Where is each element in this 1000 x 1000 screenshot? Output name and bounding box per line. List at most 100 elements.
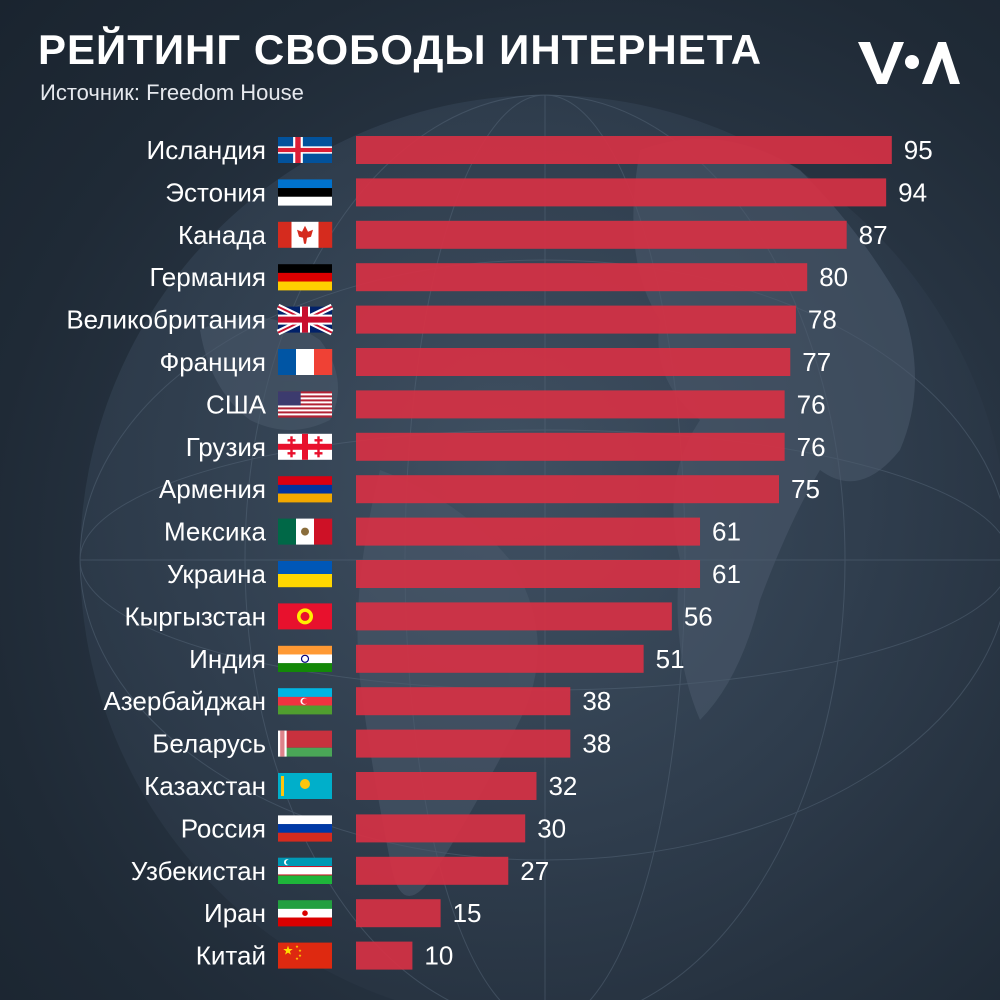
bar bbox=[356, 772, 537, 800]
iran-flag-icon bbox=[278, 900, 332, 927]
value-label: 38 bbox=[582, 686, 611, 716]
value-label: 94 bbox=[898, 177, 927, 207]
bar-row: Франция 77 bbox=[159, 347, 831, 377]
value-label: 76 bbox=[797, 432, 826, 462]
value-label: 75 bbox=[791, 474, 820, 504]
value-label: 78 bbox=[808, 305, 837, 335]
country-label: Иран bbox=[204, 898, 266, 928]
value-label: 15 bbox=[453, 898, 482, 928]
value-label: 61 bbox=[712, 517, 741, 547]
country-label: Азербайджан bbox=[103, 686, 266, 716]
voa-logo bbox=[858, 42, 960, 84]
bar-row: Украина 61 bbox=[167, 559, 741, 589]
india-flag-icon bbox=[278, 645, 332, 672]
country-label: Китай bbox=[196, 941, 266, 971]
azerbaijan-flag-icon bbox=[278, 688, 332, 715]
country-label: Россия bbox=[181, 813, 266, 843]
value-label: 32 bbox=[548, 771, 577, 801]
bar bbox=[356, 517, 701, 546]
bar-row: Германия 80 bbox=[149, 262, 848, 292]
country-label: Канада bbox=[178, 220, 267, 250]
country-label: Кыргызстан bbox=[124, 601, 266, 631]
bar-row: Великобритания 78 bbox=[66, 303, 837, 336]
bar bbox=[356, 602, 672, 631]
country-label: Грузия bbox=[186, 432, 266, 462]
kyrgyzstan-flag-icon bbox=[278, 603, 332, 630]
uk-flag-icon bbox=[276, 303, 334, 336]
country-label: Великобритания bbox=[66, 305, 266, 335]
value-label: 56 bbox=[684, 601, 713, 631]
bar-row: Азербайджан 38 bbox=[103, 686, 611, 716]
value-label: 80 bbox=[819, 262, 848, 292]
bar-row: США 76 bbox=[206, 389, 826, 419]
mexico-flag-icon bbox=[278, 518, 333, 545]
bar bbox=[356, 348, 791, 376]
country-label: Узбекистан bbox=[131, 856, 266, 886]
georgia-flag-icon bbox=[278, 433, 332, 460]
country-label: Казахстан bbox=[144, 771, 266, 801]
bar-row: Эстония 94 bbox=[165, 177, 927, 207]
country-label: Франция bbox=[159, 347, 266, 377]
bar-row: Индия 51 bbox=[189, 644, 684, 674]
bar-row: Армения 75 bbox=[159, 474, 820, 504]
bar bbox=[356, 305, 796, 334]
bar bbox=[356, 687, 571, 716]
value-label: 87 bbox=[859, 220, 888, 250]
bar-row: Исландия 95 bbox=[147, 135, 933, 165]
bar bbox=[356, 220, 847, 249]
bar bbox=[356, 644, 644, 673]
bar bbox=[356, 899, 441, 928]
ukraine-flag-icon bbox=[278, 561, 332, 588]
bar bbox=[356, 475, 779, 504]
canada-flag-icon bbox=[278, 221, 333, 248]
bar bbox=[356, 136, 892, 164]
bar-row: Россия 30 bbox=[181, 813, 566, 843]
france-flag-icon bbox=[278, 349, 333, 375]
chart-source: Источник: Freedom House bbox=[40, 80, 304, 105]
value-label: 95 bbox=[904, 135, 933, 165]
belarus-flag-icon bbox=[278, 730, 332, 757]
bar bbox=[356, 560, 701, 588]
bar-row: Беларусь 38 bbox=[152, 729, 611, 759]
bar-row: Кыргызстан 56 bbox=[124, 601, 712, 631]
country-label: Германия bbox=[149, 262, 266, 292]
value-label: 10 bbox=[424, 941, 453, 971]
bar-row: Узбекистан 27 bbox=[131, 856, 549, 886]
iceland-flag-icon bbox=[278, 137, 332, 163]
bar-row: Казахстан 32 bbox=[144, 771, 577, 801]
bar bbox=[356, 814, 526, 843]
country-label: Мексика bbox=[164, 517, 267, 547]
bar-row: Грузия 76 bbox=[186, 432, 826, 462]
bar-row: Иран 15 bbox=[204, 898, 481, 928]
uzbekistan-flag-icon bbox=[278, 857, 332, 884]
russia-flag-icon bbox=[278, 815, 332, 842]
bar bbox=[356, 941, 413, 970]
estonia-flag-icon bbox=[278, 179, 332, 206]
kazakhstan-flag-icon bbox=[278, 773, 332, 799]
usa-flag-icon bbox=[278, 391, 332, 418]
value-label: 76 bbox=[797, 389, 826, 419]
bar-row: Мексика 61 bbox=[164, 517, 741, 547]
bar bbox=[356, 263, 808, 292]
country-label: США bbox=[206, 389, 267, 419]
bar bbox=[356, 178, 887, 207]
chart-title: РЕЙТИНГ СВОБОДЫ ИНТЕРНЕТА bbox=[38, 26, 763, 73]
value-label: 38 bbox=[582, 729, 611, 759]
country-label: Индия bbox=[189, 644, 266, 674]
value-label: 51 bbox=[656, 644, 685, 674]
value-label: 77 bbox=[802, 347, 831, 377]
country-label: Беларусь bbox=[152, 729, 266, 759]
value-label: 61 bbox=[712, 559, 741, 589]
bar bbox=[356, 729, 571, 758]
armenia-flag-icon bbox=[278, 476, 332, 503]
value-label: 30 bbox=[537, 813, 566, 843]
bar-row: Канада 87 bbox=[178, 220, 888, 250]
country-label: Армения bbox=[159, 474, 266, 504]
country-label: Эстония bbox=[165, 177, 266, 207]
country-label: Исландия bbox=[147, 135, 266, 165]
country-label: Украина bbox=[167, 559, 267, 589]
china-flag-icon bbox=[278, 942, 332, 969]
value-label: 27 bbox=[520, 856, 549, 886]
germany-flag-icon bbox=[278, 264, 332, 291]
